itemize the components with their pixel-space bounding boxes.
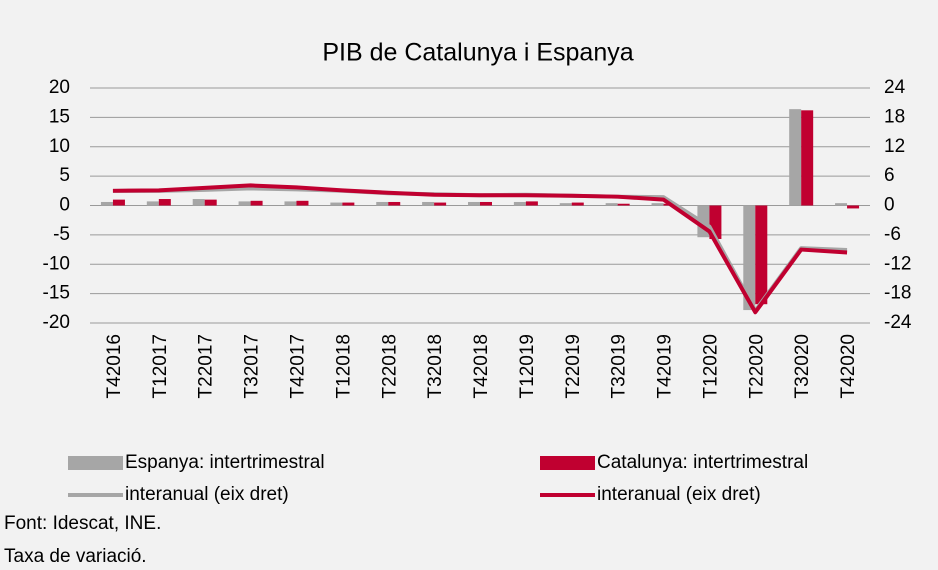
bar [146, 201, 159, 206]
bar [296, 200, 309, 206]
y-tick-label: -5 [53, 224, 70, 245]
legend-swatch [540, 456, 595, 470]
y2-tick-label: -6 [884, 224, 901, 245]
y2-tick-label: 12 [884, 136, 905, 157]
y-tick-label: 10 [49, 136, 70, 157]
y2-tick-label: -24 [884, 312, 912, 333]
bar [835, 203, 848, 206]
x-tick-label: T42016 [104, 334, 125, 398]
y-tick-label: -20 [43, 312, 70, 333]
bar [100, 201, 113, 206]
line [112, 183, 848, 315]
bar [617, 203, 630, 206]
chart-title: PIB de Catalunya i Espanya [322, 39, 633, 67]
bar [605, 203, 618, 206]
legend-label: interanual (eix dret) [125, 484, 289, 505]
x-tick-label: T22018 [379, 334, 400, 398]
y2-tick-label: 18 [884, 106, 905, 127]
x-tick-label: T12017 [150, 334, 171, 398]
y-tick-label: 0 [59, 195, 70, 216]
x-tick-label: T22019 [563, 334, 584, 398]
legend-label: Catalunya: intertrimestral [597, 452, 808, 473]
bar [158, 199, 171, 206]
bar [525, 201, 538, 206]
bar [847, 205, 860, 209]
y-tick-label: 15 [49, 106, 70, 127]
y-tick-label: -15 [43, 283, 70, 304]
bar [250, 200, 263, 206]
bar [571, 202, 584, 206]
y-tick-label: 20 [49, 77, 70, 98]
y2-tick-label: 6 [884, 165, 895, 186]
bar [789, 109, 802, 206]
bar [480, 201, 492, 206]
x-tick-label: T32020 [792, 334, 813, 398]
x-tick-label: T12019 [517, 334, 538, 398]
bar [238, 201, 251, 206]
y2-tick-label: 0 [884, 195, 895, 216]
line [112, 186, 848, 313]
bar [422, 201, 435, 206]
bar [801, 110, 814, 206]
legend-label: interanual (eix dret) [597, 484, 761, 505]
bar [204, 199, 217, 206]
y2-tick-label: -12 [884, 253, 911, 274]
bar [284, 201, 297, 206]
x-tick-label: T42018 [471, 334, 492, 398]
bar [330, 202, 343, 206]
y-tick-label: -10 [43, 253, 70, 274]
bar [743, 205, 756, 311]
y-tick-label: 5 [59, 165, 70, 186]
bar [755, 205, 768, 305]
bar [434, 202, 447, 206]
x-tick-label: T32017 [242, 334, 263, 398]
bar [559, 203, 572, 206]
x-tick-label: T42019 [655, 334, 676, 398]
x-tick-label: T42017 [287, 334, 308, 398]
note: Font: Idescat, INE. [4, 513, 161, 534]
x-tick-label: T32018 [425, 334, 446, 398]
x-tick-label: T42020 [838, 334, 859, 398]
x-tick-label: T12018 [333, 334, 354, 398]
bar [468, 201, 480, 206]
bar [376, 201, 389, 206]
y2-tick-label: 24 [884, 77, 906, 98]
bar [192, 199, 205, 206]
legend-swatch [68, 456, 123, 470]
x-tick-label: T22020 [746, 334, 767, 398]
bar [651, 203, 664, 206]
x-tick-label: T22017 [196, 334, 217, 398]
x-tick-label: T32019 [609, 334, 630, 398]
bar [342, 202, 355, 206]
bar [388, 201, 401, 206]
x-tick-label: T12020 [700, 334, 721, 398]
note: Taxa de variació. [4, 546, 147, 567]
y2-tick-label: -18 [884, 283, 911, 304]
legend-label: Espanya: intertrimestral [125, 452, 325, 473]
bar [112, 199, 125, 206]
bar [513, 201, 526, 206]
